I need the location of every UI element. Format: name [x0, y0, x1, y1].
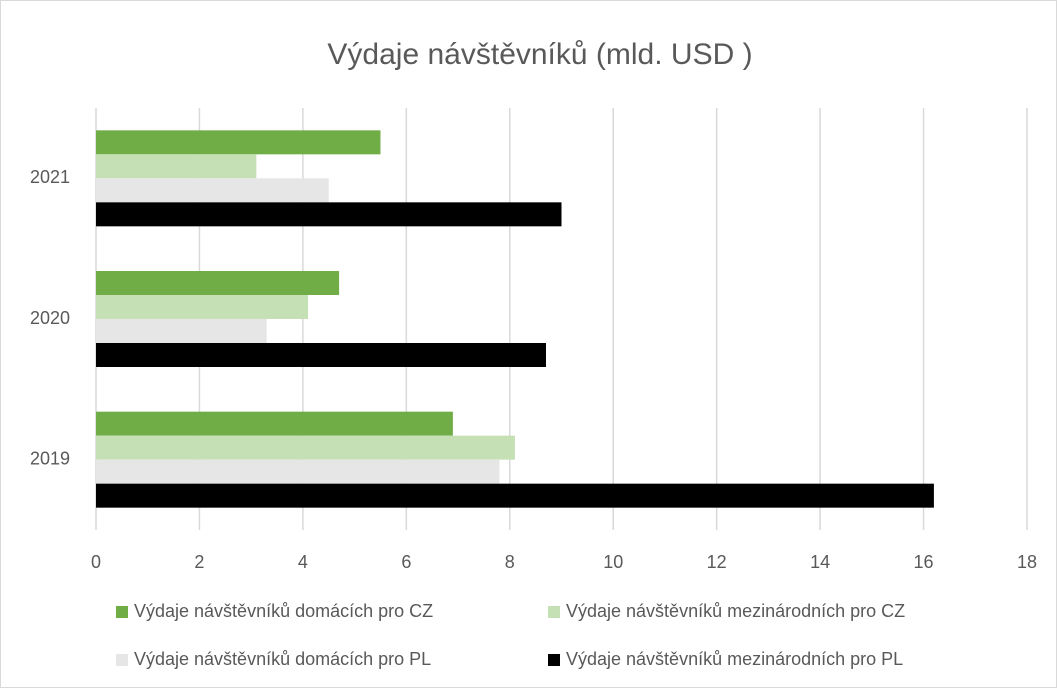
bar	[96, 202, 562, 227]
chart-title: Výdaje návštěvníků (mld. USD )	[327, 38, 752, 71]
bar	[96, 154, 257, 179]
legend-swatch	[548, 606, 560, 618]
legend-swatch	[116, 606, 128, 618]
legend-label: Výdaje návštěvníků domácích pro CZ	[134, 601, 433, 621]
y-tick-label: 2020	[30, 308, 70, 328]
bar	[96, 435, 515, 460]
legend-label: Výdaje návštěvníků mezinárodních pro CZ	[566, 601, 905, 621]
x-tick-label: 14	[810, 552, 830, 572]
x-tick-label: 6	[401, 552, 411, 572]
bar	[96, 319, 267, 343]
bar	[96, 343, 546, 367]
y-tick-label: 2021	[30, 167, 70, 187]
bar	[96, 459, 500, 484]
x-tick-label: 18	[1017, 552, 1037, 572]
bar	[96, 178, 329, 203]
x-tick-label: 10	[603, 552, 623, 572]
legend-swatch	[116, 654, 128, 666]
x-tick-label: 12	[707, 552, 727, 572]
x-tick-label: 8	[505, 552, 515, 572]
x-tick-label: 0	[91, 552, 101, 572]
bar	[96, 483, 934, 508]
bar	[96, 130, 381, 155]
bar	[96, 411, 453, 436]
legend-swatch	[548, 654, 560, 666]
x-tick-label: 4	[298, 552, 308, 572]
bar	[96, 271, 340, 295]
legend-label: Výdaje návštěvníků domácích pro PL	[134, 649, 431, 669]
y-tick-label: 2019	[30, 448, 70, 468]
bar	[96, 295, 309, 319]
x-tick-label: 16	[914, 552, 934, 572]
x-tick-label: 2	[194, 552, 204, 572]
legend-label: Výdaje návštěvníků mezinárodních pro PL	[566, 649, 903, 669]
